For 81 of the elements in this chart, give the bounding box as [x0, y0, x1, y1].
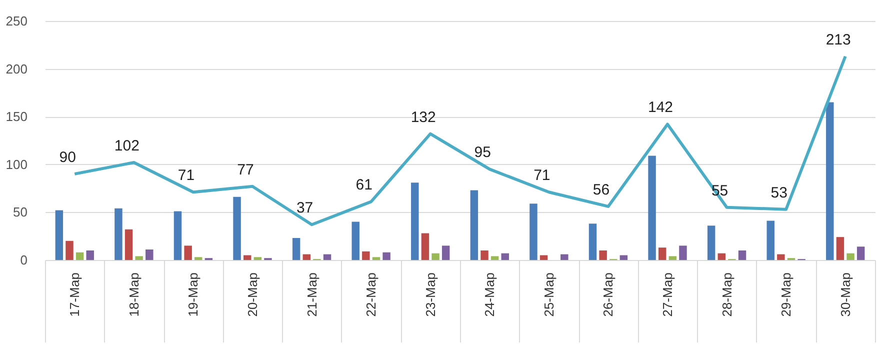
bar [856, 246, 865, 260]
bar [432, 253, 440, 260]
bar [352, 222, 360, 260]
bar [599, 250, 607, 260]
bar [540, 255, 548, 260]
x-tick-label: 30-Мар [838, 272, 853, 317]
x-tick-label: 18-Мар [126, 272, 142, 317]
x-tick-label: 19-Мар [186, 272, 201, 317]
bar [124, 229, 133, 260]
data-label: 71 [534, 167, 550, 184]
bar [777, 254, 785, 260]
bar [470, 190, 478, 260]
bar [620, 255, 628, 260]
bar [668, 256, 677, 260]
bar [530, 204, 538, 260]
data-label: 142 [648, 99, 674, 116]
x-tick-label: 25-Мар [541, 272, 556, 317]
bar [846, 253, 854, 260]
bar [362, 251, 370, 260]
bar [766, 220, 774, 260]
y-tick-label: 100 [6, 156, 28, 172]
x-tick-label: 29-Мар [778, 272, 794, 317]
bar [184, 246, 192, 260]
bar [836, 237, 844, 260]
bar [66, 240, 74, 260]
y-tick-label: 250 [6, 14, 28, 28]
y-tick-label: 50 [13, 204, 28, 220]
bar [243, 255, 252, 260]
data-label: 37 [296, 200, 314, 217]
bar [135, 256, 143, 260]
bar [302, 254, 310, 260]
bar [588, 224, 597, 260]
bar [648, 156, 656, 260]
data-label: 102 [114, 137, 140, 154]
bar [826, 102, 834, 260]
x-tick-label: 24-Мар [482, 272, 498, 317]
x-tick-label: 20-Мар [245, 272, 260, 317]
data-label: 95 [474, 144, 491, 162]
x-tick-label: 22-Мар [364, 272, 379, 317]
x-tick-label: 26-Мар [600, 272, 616, 317]
x-tick-label: 21-Мар [304, 272, 320, 317]
bar [707, 226, 716, 260]
data-label: 71 [178, 167, 195, 184]
data-label: 53 [770, 184, 788, 202]
bar [292, 238, 300, 260]
y-tick-label: 200 [6, 61, 28, 76]
data-label: 90 [59, 148, 76, 166]
bar [490, 256, 499, 260]
x-tick-label: 27-Мар [660, 272, 675, 317]
bar [382, 252, 390, 260]
bar [421, 233, 430, 260]
bar [679, 246, 687, 260]
x-tick-label: 17-Мар [67, 272, 82, 317]
bar [233, 196, 241, 260]
data-label: 132 [410, 108, 436, 126]
bar [323, 254, 332, 260]
y-tick-label: 0 [20, 252, 28, 268]
x-tick-label: 28-Мар [719, 272, 734, 317]
bar [560, 254, 568, 260]
y-tick-label: 150 [6, 109, 28, 124]
data-label: 61 [356, 176, 372, 194]
bar [738, 250, 746, 260]
x-tick-label: 23-Мар [422, 272, 438, 317]
bar [194, 257, 202, 260]
bar [254, 257, 262, 260]
bar [658, 248, 666, 260]
data-label: 56 [592, 181, 610, 198]
bar [55, 210, 64, 260]
bar [718, 253, 726, 260]
data-label: 213 [826, 31, 851, 48]
bar [501, 253, 509, 260]
bar [372, 257, 380, 260]
bar [146, 249, 154, 260]
bar [411, 182, 419, 260]
bar [114, 208, 122, 260]
data-label: 77 [237, 161, 254, 178]
bar [442, 246, 450, 260]
bar [480, 250, 488, 260]
bar [76, 252, 84, 260]
bar [86, 250, 94, 260]
bar [174, 211, 182, 260]
